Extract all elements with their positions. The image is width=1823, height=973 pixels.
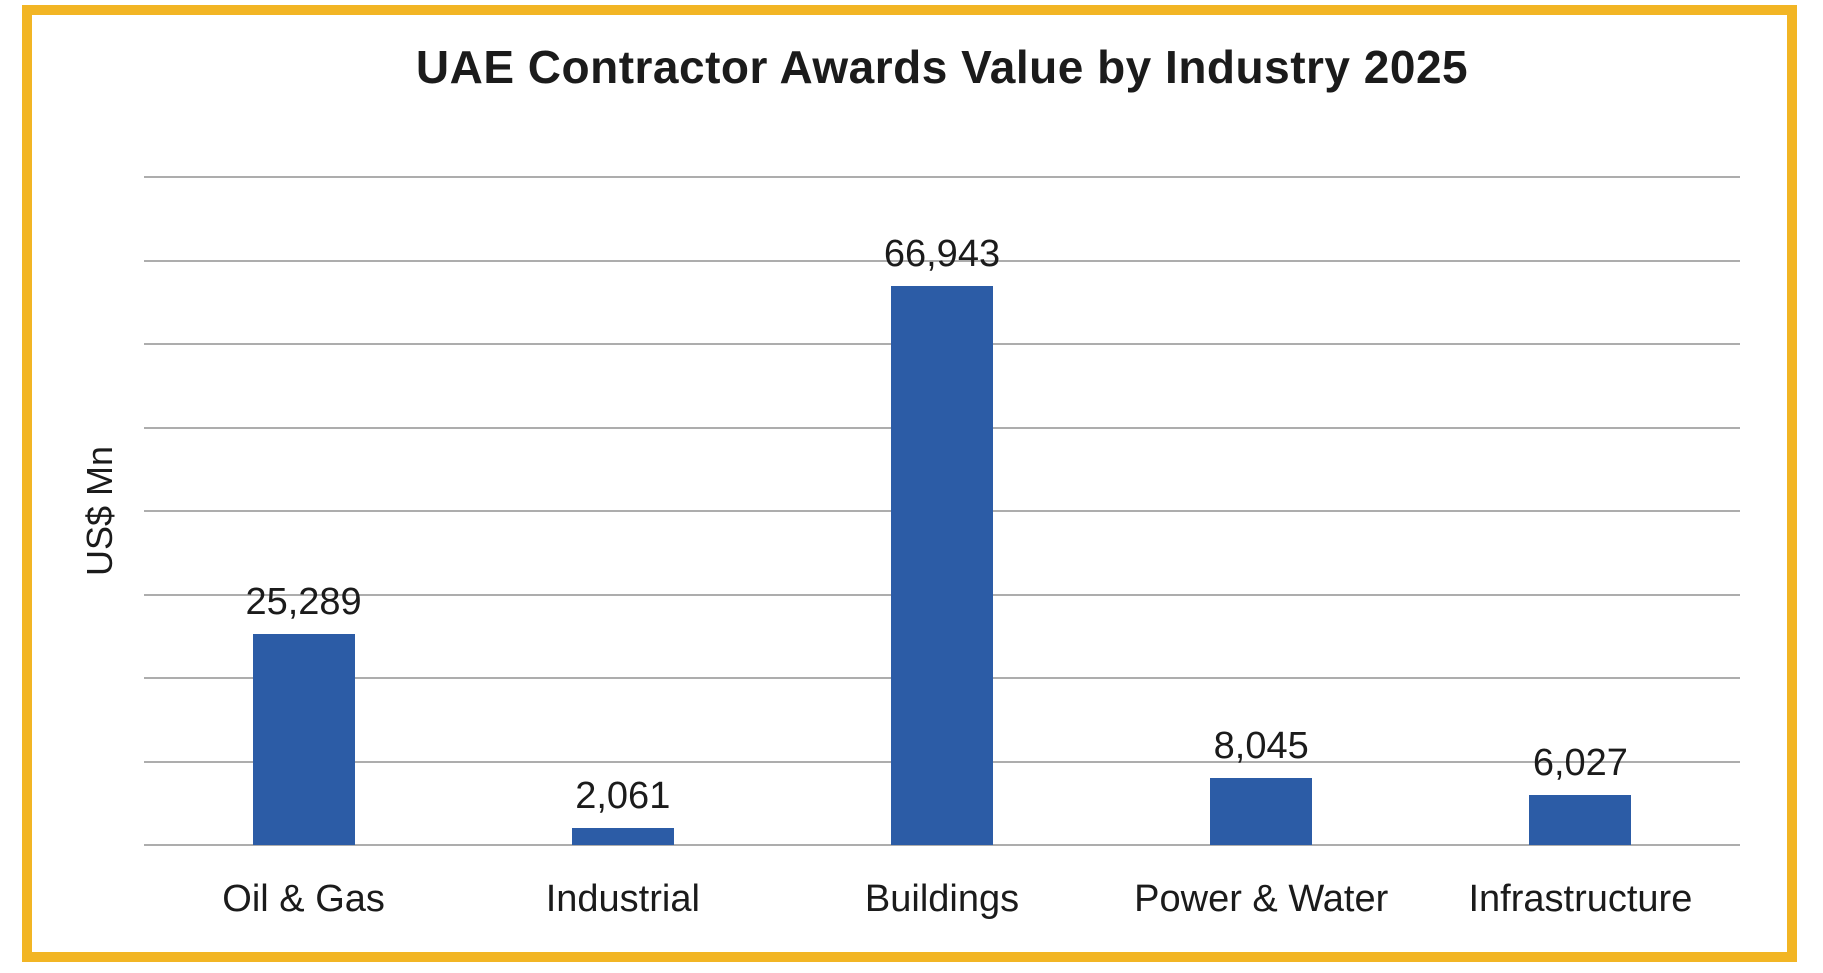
x-axis-baseline xyxy=(144,844,1740,846)
bar-value-label-infrastructure: 6,027 xyxy=(1532,741,1628,784)
bar-buildings xyxy=(890,286,993,845)
gridline xyxy=(144,259,1740,262)
category-label-oil-gas: Oil & Gas xyxy=(222,878,385,920)
y-axis-label: US$ Mn xyxy=(79,445,120,577)
bar-oil-gas xyxy=(252,633,355,845)
bar-column-infrastructure: 6,027 xyxy=(1421,177,1740,845)
bar-column-power-water: 8,045 xyxy=(1102,177,1421,845)
category-label-power-water: Power & Water xyxy=(1134,878,1389,920)
x-axis-labels: Oil & Gas Industrial Buildings Power & Wate… xyxy=(144,878,1740,921)
bar-value-label-industrial: 2,061 xyxy=(575,774,671,817)
bar-infrastructure xyxy=(1529,794,1632,845)
bar-column-oil-gas: 25,289 xyxy=(144,177,463,845)
category-label-infrastructure: Infrastructure xyxy=(1468,878,1693,920)
plot-area: 25,289 2,061 66,943 8,045 6,027 xyxy=(144,176,1740,846)
bar-value-label-buildings: 66,943 xyxy=(883,233,1001,276)
bar-industrial xyxy=(571,827,674,845)
category-label-buildings: Buildings xyxy=(864,878,1020,920)
bar-column-buildings: 66,943 xyxy=(782,177,1101,845)
bar-value-label-oil-gas: 25,289 xyxy=(245,580,362,623)
category-label-industrial: Industrial xyxy=(545,878,700,920)
chart-title: UAE Contractor Awards Value by Industry … xyxy=(415,41,1469,93)
bar-column-industrial: 2,061 xyxy=(463,177,782,845)
gridline xyxy=(144,176,1740,178)
bar-power-water xyxy=(1210,777,1313,845)
bar-value-label-power-water: 8,045 xyxy=(1213,724,1309,767)
